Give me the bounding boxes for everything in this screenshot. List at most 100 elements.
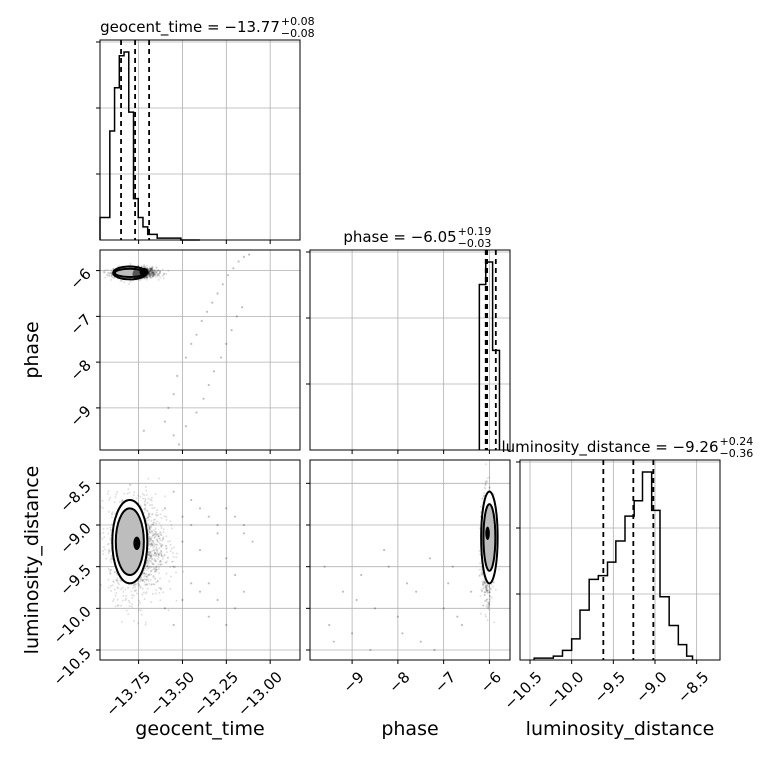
scatter-point <box>109 572 112 575</box>
tick-label-x: −13.50 <box>146 668 198 720</box>
scatter-point <box>205 310 209 313</box>
scatter-point <box>125 597 128 600</box>
scatter-point <box>154 553 157 556</box>
scatter-point <box>149 276 152 279</box>
scatter-point <box>146 501 149 504</box>
scatter-point <box>207 582 210 585</box>
scatter-point <box>107 510 110 513</box>
scatter-point <box>96 568 98 570</box>
scatter-point <box>149 537 152 540</box>
scatter-point <box>114 594 117 597</box>
scatter-point <box>156 540 159 543</box>
scatter-point <box>151 562 154 565</box>
axis-label-x: phase <box>381 718 438 740</box>
scatter-point <box>107 490 110 493</box>
histogram-bin <box>479 285 485 450</box>
scatter-point <box>159 532 162 535</box>
scatter-point <box>105 557 108 560</box>
scatter-point <box>125 595 128 598</box>
scatter-point <box>146 575 149 578</box>
scatter-point <box>153 583 156 586</box>
scatter-point <box>145 276 148 279</box>
scatter-point <box>152 270 155 273</box>
scatter-point <box>104 548 107 551</box>
scatter-point <box>156 274 159 277</box>
scatter-point <box>151 568 154 571</box>
tick-label-x: −9 <box>339 668 367 696</box>
scatter-point <box>148 270 151 273</box>
scatter-point <box>149 269 152 272</box>
scatter-point <box>120 279 123 282</box>
scatter-point <box>137 622 140 625</box>
scatter-point <box>153 570 156 573</box>
scatter-point <box>149 270 152 273</box>
scatter-point <box>151 269 154 272</box>
tick-label-y: −9.0 <box>56 519 94 557</box>
scatter-point <box>159 271 162 274</box>
scatter-point <box>144 573 147 576</box>
scatter-point <box>133 589 136 592</box>
scatter-point <box>116 577 119 580</box>
scatter-point <box>148 530 151 533</box>
scatter-point <box>152 271 155 274</box>
scatter-point <box>148 273 151 276</box>
scatter-point <box>175 571 178 574</box>
scatter-point <box>155 589 158 592</box>
scatter-point <box>127 613 130 616</box>
scatter-point <box>482 581 485 584</box>
scatter-point <box>108 550 111 553</box>
scatter-point <box>110 555 113 558</box>
scatter-point <box>156 552 159 555</box>
scatter-point <box>147 578 150 581</box>
scatter-point <box>134 582 137 585</box>
scatter-point <box>157 272 160 275</box>
scatter-point <box>155 272 158 275</box>
scatter-point <box>155 533 158 536</box>
scatter-point <box>163 507 167 510</box>
scatter-point <box>154 269 157 272</box>
scatter-point <box>150 541 153 544</box>
scatter-point <box>148 553 151 556</box>
scatter-point <box>150 570 153 573</box>
scatter-point <box>131 603 134 606</box>
scatter-point <box>154 560 157 563</box>
scatter-point <box>151 266 154 269</box>
scatter-point <box>138 584 141 587</box>
scatter-point <box>145 565 148 568</box>
scatter-point <box>107 586 110 589</box>
scatter-point <box>148 543 151 546</box>
scatter-point <box>151 544 154 547</box>
scatter-point <box>152 275 155 278</box>
scatter-point <box>155 546 158 549</box>
scatter-point <box>484 463 487 466</box>
scatter-point <box>489 600 492 603</box>
scatter-point <box>235 315 238 318</box>
tick-label-y: −8.5 <box>56 477 94 515</box>
scatter-point <box>150 268 153 271</box>
scatter-point <box>152 549 155 552</box>
scatter-point <box>151 269 154 272</box>
scatter-point <box>154 566 157 569</box>
scatter-point <box>159 276 162 279</box>
scatter-point <box>148 551 151 554</box>
scatter-point <box>153 557 156 560</box>
scatter-point <box>162 591 165 594</box>
scatter-point <box>155 543 158 546</box>
scatter-point <box>142 497 145 500</box>
scatter-point <box>128 282 131 285</box>
scatter-point <box>156 539 159 542</box>
scatter-point <box>140 613 143 616</box>
scatter-point <box>489 588 492 591</box>
scatter-point <box>150 271 153 274</box>
scatter-point <box>103 271 106 274</box>
scatter-point <box>169 588 172 591</box>
scatter-point <box>155 568 158 571</box>
scatter-point <box>148 275 151 278</box>
scatter-point <box>487 591 490 594</box>
scatter-point <box>488 603 491 606</box>
scatter-point <box>110 561 113 564</box>
scatter-point <box>486 585 489 588</box>
scatter-point <box>165 547 168 550</box>
scatter-point <box>151 267 154 270</box>
scatter-point <box>142 265 145 268</box>
